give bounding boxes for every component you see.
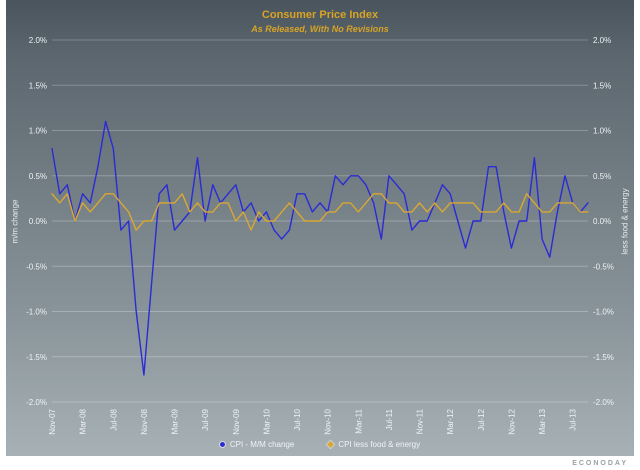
svg-text:2.0%: 2.0% (29, 36, 47, 45)
chart-title: Consumer Price Index (261, 9, 379, 21)
chart-subtitle: As Released, With No Revisions (251, 24, 389, 34)
svg-text:1.5%: 1.5% (593, 81, 611, 90)
cpi-line-chart: 2.0% 2.0% 1.5% 1.5% 1.0% 1.0% 0.5% 0.5% 0.0% 0.0%… (26, 36, 614, 435)
svg-text:1.5%: 1.5% (29, 81, 47, 90)
legend-label-cpi: CPI - M/M change (229, 440, 295, 449)
svg-text:-2.0%: -2.0% (26, 398, 47, 407)
svg-text:Mar-08: Mar-08 (79, 408, 88, 434)
brand-logo: ECONODAY (572, 459, 628, 467)
svg-text:-2.0%: -2.0% (593, 398, 614, 407)
legend-item-cpi: CPI - M/M change (218, 440, 295, 449)
svg-text:0.5%: 0.5% (593, 172, 611, 181)
svg-text:Nov-12: Nov-12 (507, 408, 516, 434)
svg-text:-1.0%: -1.0% (593, 308, 614, 317)
chart-legend: CPI - M/M change CPI less food & energy (6, 439, 634, 450)
svg-text:0.5%: 0.5% (29, 172, 47, 181)
legend-label-core: CPI less food & energy (338, 440, 421, 449)
svg-text:Nov-08: Nov-08 (140, 408, 149, 434)
svg-text:Jul-09: Jul-09 (201, 408, 210, 430)
svg-text:Mar-10: Mar-10 (262, 408, 271, 434)
svg-text:0.0%: 0.0% (29, 217, 47, 226)
svg-text:0.0%: 0.0% (593, 217, 611, 226)
svg-text:Mar-09: Mar-09 (171, 408, 180, 434)
svg-text:-1.0%: -1.0% (26, 308, 47, 317)
core-series-marker-icon (325, 439, 336, 450)
svg-text:Nov-09: Nov-09 (232, 408, 241, 434)
svg-text:1.0%: 1.0% (29, 127, 47, 136)
svg-text:Mar-13: Mar-13 (538, 408, 547, 434)
svg-text:Nov-10: Nov-10 (324, 408, 333, 434)
svg-text:-0.5%: -0.5% (26, 262, 47, 271)
svg-text:1.0%: 1.0% (593, 127, 611, 136)
svg-text:-1.5%: -1.5% (593, 353, 614, 362)
chart-panel: Consumer Price Index As Released, With N… (6, 0, 634, 456)
legend-item-core: CPI less food & energy (325, 439, 421, 450)
svg-text:Jul-12: Jul-12 (477, 408, 486, 430)
svg-text:Jul-11: Jul-11 (385, 408, 394, 430)
svg-text:Nov-07: Nov-07 (48, 408, 57, 434)
svg-text:Nov-11: Nov-11 (416, 408, 425, 434)
svg-text:Mar-12: Mar-12 (446, 408, 455, 434)
svg-text:-1.5%: -1.5% (26, 353, 47, 362)
svg-text:Mar-11: Mar-11 (354, 408, 363, 433)
svg-text:Jul-08: Jul-08 (109, 408, 118, 430)
svg-text:2.0%: 2.0% (593, 36, 611, 45)
brand-footer: ECONODAY (0, 456, 640, 470)
svg-text:Jul-13: Jul-13 (569, 408, 578, 430)
cpi-series-marker-icon (218, 441, 226, 448)
svg-text:-0.5%: -0.5% (593, 262, 614, 271)
svg-text:Jul-10: Jul-10 (293, 408, 302, 430)
